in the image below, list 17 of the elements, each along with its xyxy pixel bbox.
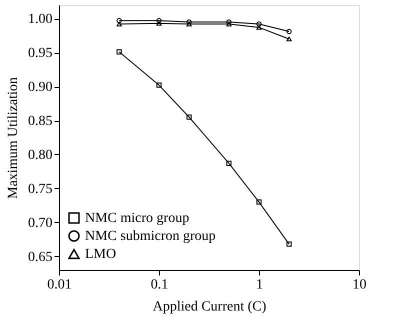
y-tick-label: 0.65	[28, 250, 52, 265]
y-tick-label: 0.95	[28, 46, 52, 62]
legend-label: LMO	[85, 247, 116, 262]
y-tick-label: 0.75	[28, 182, 52, 197]
y-tick-label: 1.00	[28, 12, 52, 28]
y-tick-label: 0.90	[28, 80, 52, 96]
x-tick-label: 0.01	[47, 278, 72, 292]
legend-label: NMC micro group	[85, 211, 190, 226]
y-axis-title: Maximum Utilization	[6, 77, 21, 199]
legend-label: NMC submicron group	[85, 229, 216, 244]
x-tick-label: 0.1	[150, 278, 168, 292]
y-tick-label: 0.80	[28, 148, 52, 163]
y-tick-label: 0.70	[28, 216, 52, 231]
y-tick-label: 0.85	[28, 114, 52, 130]
x-axis-title: Applied Current (C)	[152, 300, 267, 314]
x-tick-label: 10	[352, 278, 366, 292]
x-tick-label: 1	[256, 278, 263, 292]
